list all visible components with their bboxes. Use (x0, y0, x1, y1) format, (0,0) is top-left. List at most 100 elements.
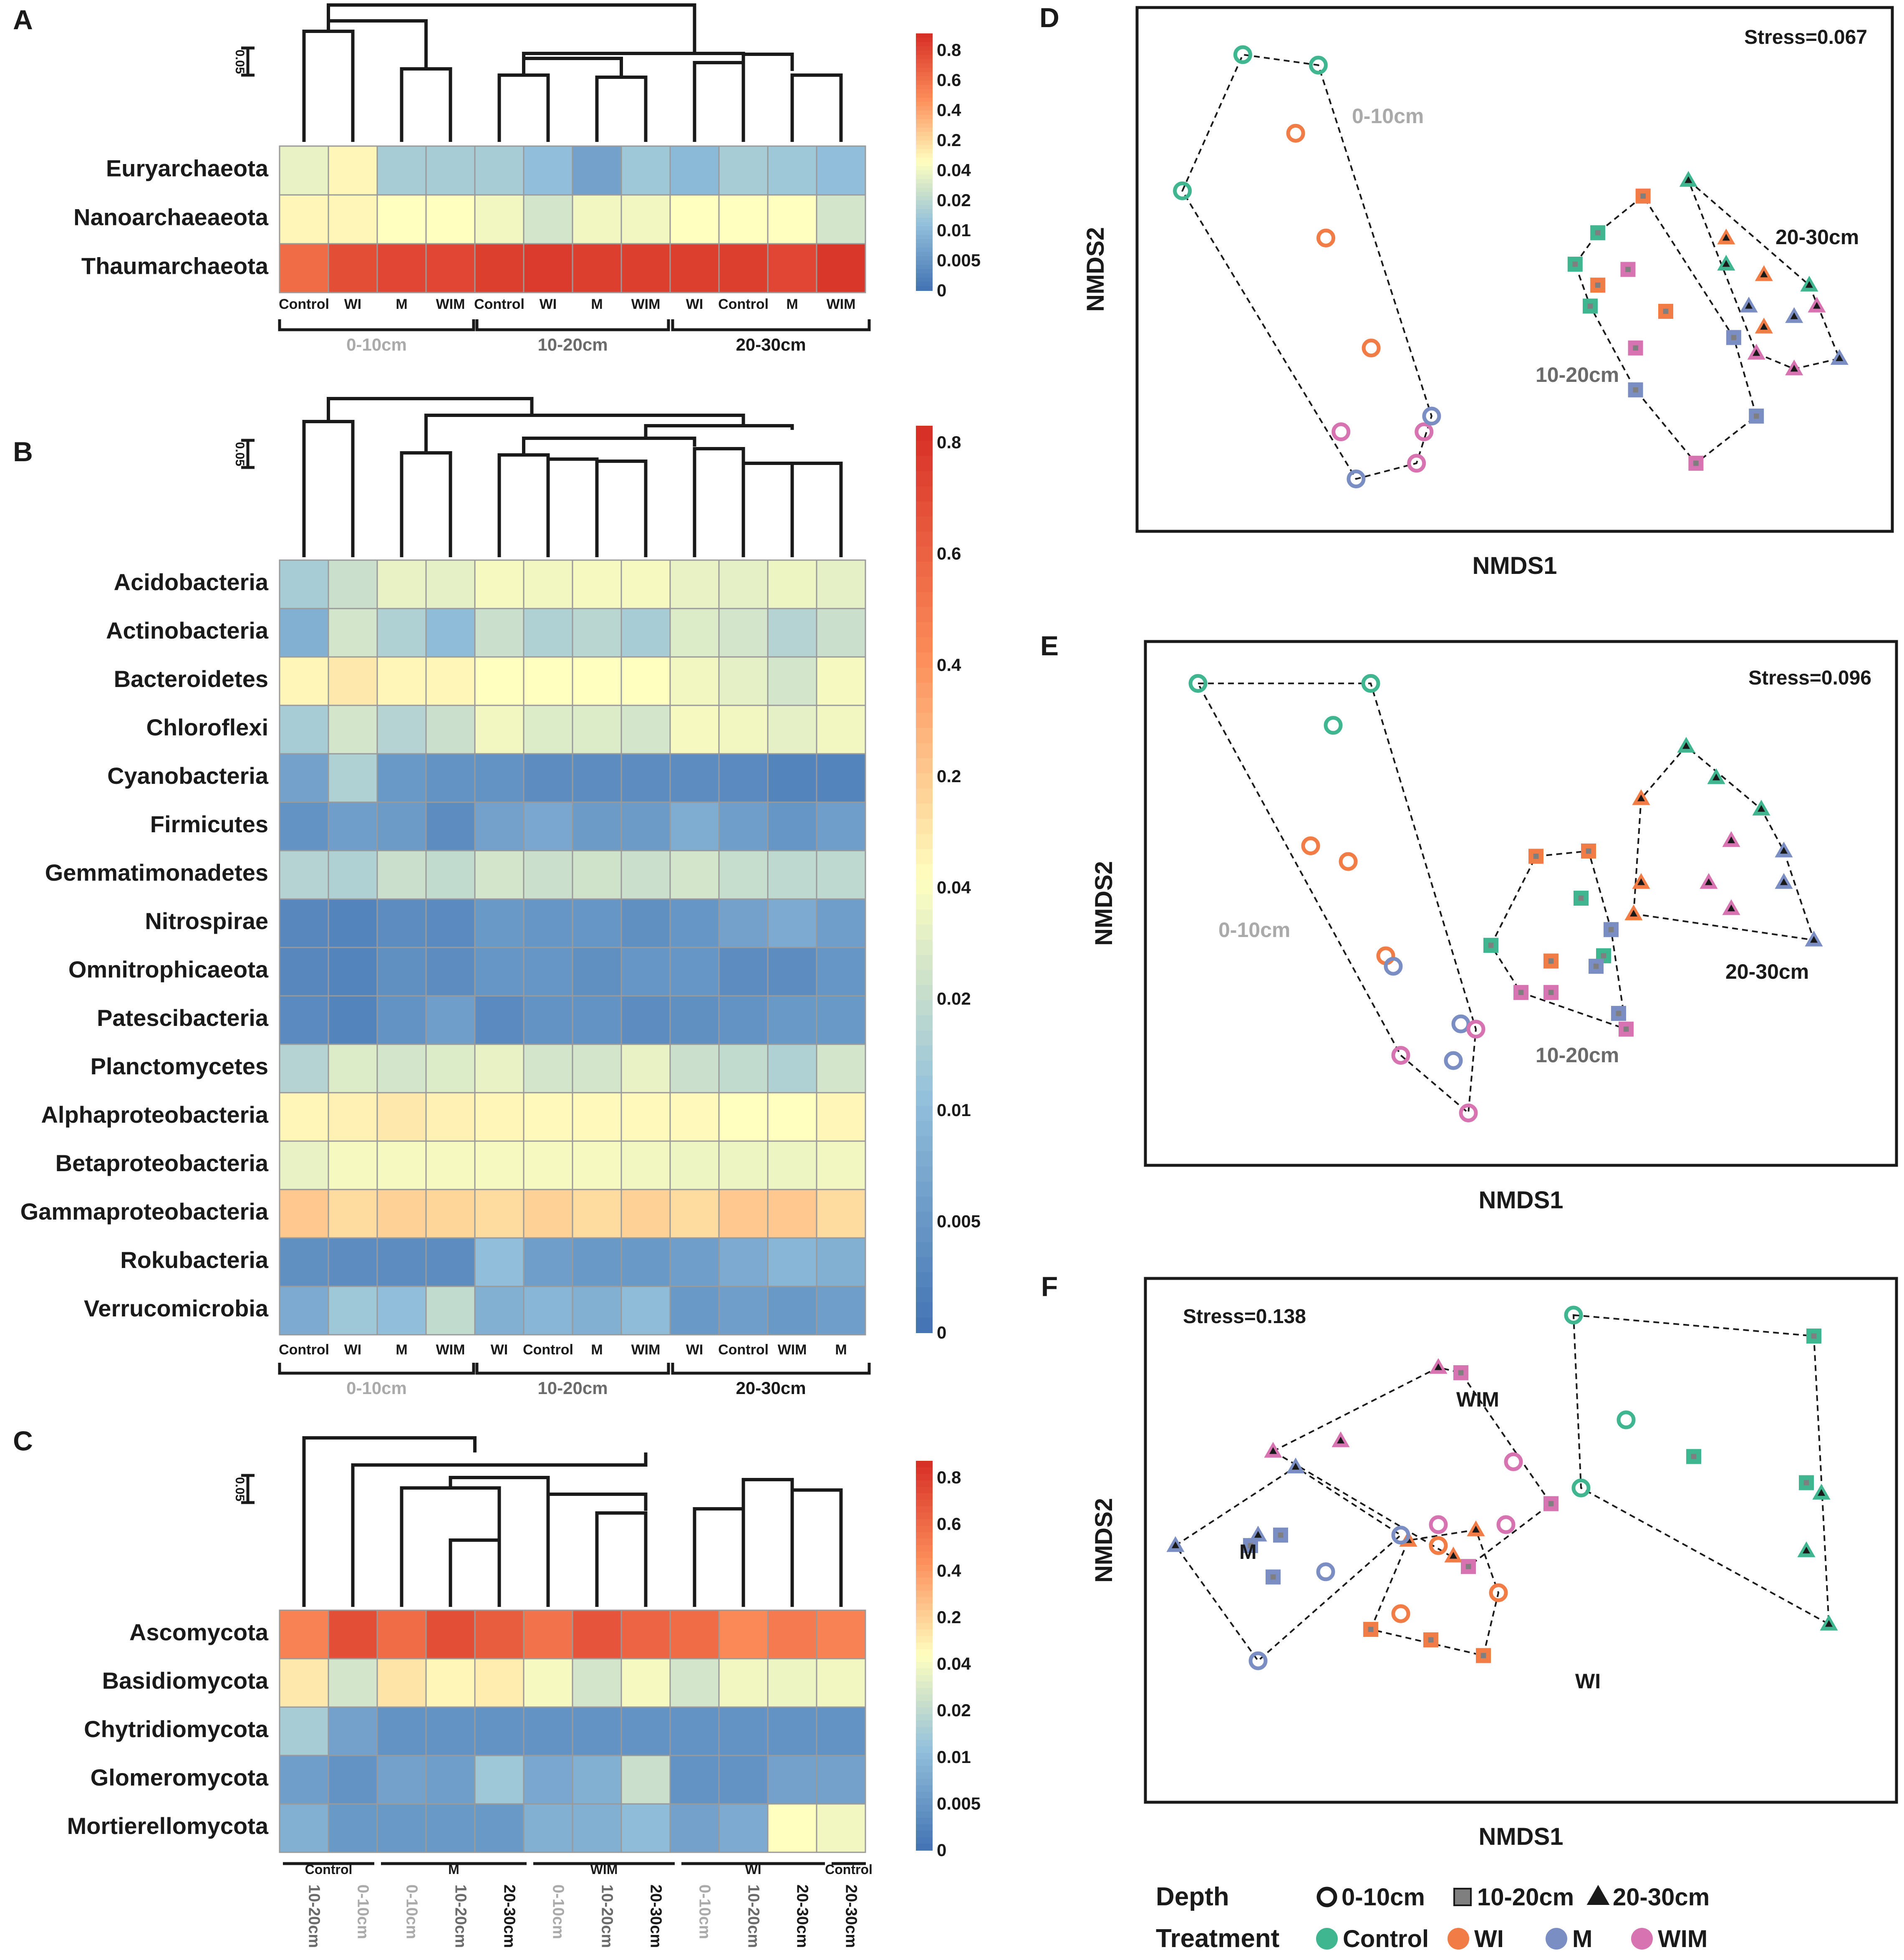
group-label: 20-30cm (1725, 960, 1809, 983)
heatmap-cell (376, 1286, 427, 1336)
colorbar-segment (916, 1513, 933, 1520)
legend-treatment-swatch (1546, 1928, 1567, 1950)
colorbar-segment (916, 1467, 933, 1475)
colorbar-segment (916, 773, 933, 789)
heatmap-cell (279, 608, 329, 658)
scatter-point-center (1480, 1653, 1486, 1658)
heatmap-cell (572, 1286, 622, 1336)
heatmap-cell (767, 194, 817, 245)
heatmap-cell (767, 947, 817, 997)
heatmap-cell (767, 995, 817, 1045)
heatmap-cell (474, 1755, 525, 1805)
x-axis-label: NMDS1 (1472, 552, 1557, 579)
colorbar-segment (916, 1623, 933, 1630)
colorbar-segment (916, 1785, 933, 1793)
dendrogram-branch (595, 76, 648, 142)
heatmap-cell (620, 1755, 671, 1805)
heatmap-cell (279, 850, 329, 900)
colorbar-segment (916, 98, 933, 103)
scatter-point-center (1722, 234, 1730, 241)
heatmap-cell (572, 145, 622, 196)
scatter-point-center (1608, 927, 1614, 932)
heatmap-cell (523, 995, 573, 1045)
colorbar-segment (916, 1805, 933, 1812)
colorbar-segment (916, 217, 933, 222)
colorbar-segment (916, 561, 933, 578)
colorbar-tick-label: 0.02 (937, 989, 971, 1008)
scatter-point (1286, 124, 1305, 143)
heatmap-cell (425, 898, 476, 948)
colorbar-segment (916, 501, 933, 517)
group-label: 20-30cm (1775, 225, 1859, 249)
heatmap-cell (669, 1609, 720, 1659)
scatter-point-center (1518, 990, 1524, 995)
scatter-point-center (1488, 942, 1494, 948)
heatmap-cell (620, 1140, 671, 1190)
heatmap-cell (279, 947, 329, 997)
colorbar-segment (916, 1500, 933, 1507)
heatmap-cell (474, 947, 525, 997)
heatmap-cell (572, 656, 622, 706)
scatter-point-center (1337, 1437, 1344, 1444)
heatmap-cell (376, 947, 427, 997)
dendrogram-branch (693, 61, 745, 142)
heatmap-cell (328, 1043, 378, 1094)
heatmap-cell (279, 705, 329, 755)
heatmap-cell (620, 947, 671, 997)
row-label: Actinobacteria (106, 617, 269, 644)
column-label: WIM (436, 296, 465, 312)
colorbar-segment (916, 200, 933, 205)
heatmap-cell (816, 801, 866, 851)
colorbar-segment (916, 1616, 933, 1624)
colorbar-segment (916, 1694, 933, 1702)
heatmap-cell (376, 1140, 427, 1190)
column-label: WI (540, 296, 557, 312)
colorbar-tick-label: 0.01 (937, 1747, 971, 1767)
heatmap-cell (279, 1189, 329, 1239)
group-hull (1196, 682, 1477, 1115)
scatter-point-center (1594, 1892, 1602, 1900)
panel-label: E (1040, 630, 1059, 661)
scatter-point-center (1691, 1454, 1697, 1459)
scatter-point (1316, 1887, 1337, 1907)
colorbar-segment (916, 1461, 933, 1468)
colorbar-segment (916, 1720, 933, 1728)
colorbar-segment (916, 1655, 933, 1663)
heatmap-cell (523, 1043, 573, 1094)
dendrogram-branch (302, 1436, 477, 1607)
scatter-point-center (1248, 1543, 1253, 1548)
dendrogram-branch (548, 457, 599, 557)
heatmap-cell (669, 608, 720, 658)
scatter-point-center (1548, 1501, 1554, 1506)
column-label: WIM (778, 1342, 807, 1358)
colorbar-segment (916, 531, 933, 547)
heatmap-cell (767, 1706, 817, 1756)
scatter-point-center (1572, 261, 1578, 267)
heatmap-cell (474, 1803, 525, 1853)
dendrogram-branch (693, 447, 745, 557)
colorbar-segment (916, 76, 933, 81)
heatmap-cell (767, 705, 817, 755)
heatmap-cell (523, 1189, 573, 1239)
depth-bracket (278, 319, 475, 331)
legend-depth-item: 20-30cm (1613, 1884, 1710, 1911)
group-label: WIM (1456, 1388, 1499, 1411)
row-label: Glomeromycota (91, 1764, 269, 1791)
heatmap-cell (376, 1755, 427, 1805)
heatmap-cell (474, 898, 525, 948)
colorbar-segment (916, 119, 933, 124)
scatter-point-center (1254, 1531, 1262, 1538)
group-label: 10-20cm (1536, 363, 1619, 386)
colorbar-tick-label: 0.6 (937, 544, 961, 563)
colorbar-segment (916, 652, 933, 668)
scatter-point-center (1368, 1627, 1374, 1632)
heatmap-cell (816, 1140, 866, 1190)
heatmap-cell (718, 1189, 769, 1239)
column-label: 10-20cm (745, 1884, 762, 1948)
depth-bracket (671, 319, 871, 331)
heatmap-cell (767, 1286, 817, 1336)
colorbar-tick-label: 0.02 (937, 1700, 971, 1720)
colorbar-segment (916, 183, 933, 188)
scatter-point-center (1780, 847, 1788, 854)
heatmap-cell (474, 753, 525, 803)
